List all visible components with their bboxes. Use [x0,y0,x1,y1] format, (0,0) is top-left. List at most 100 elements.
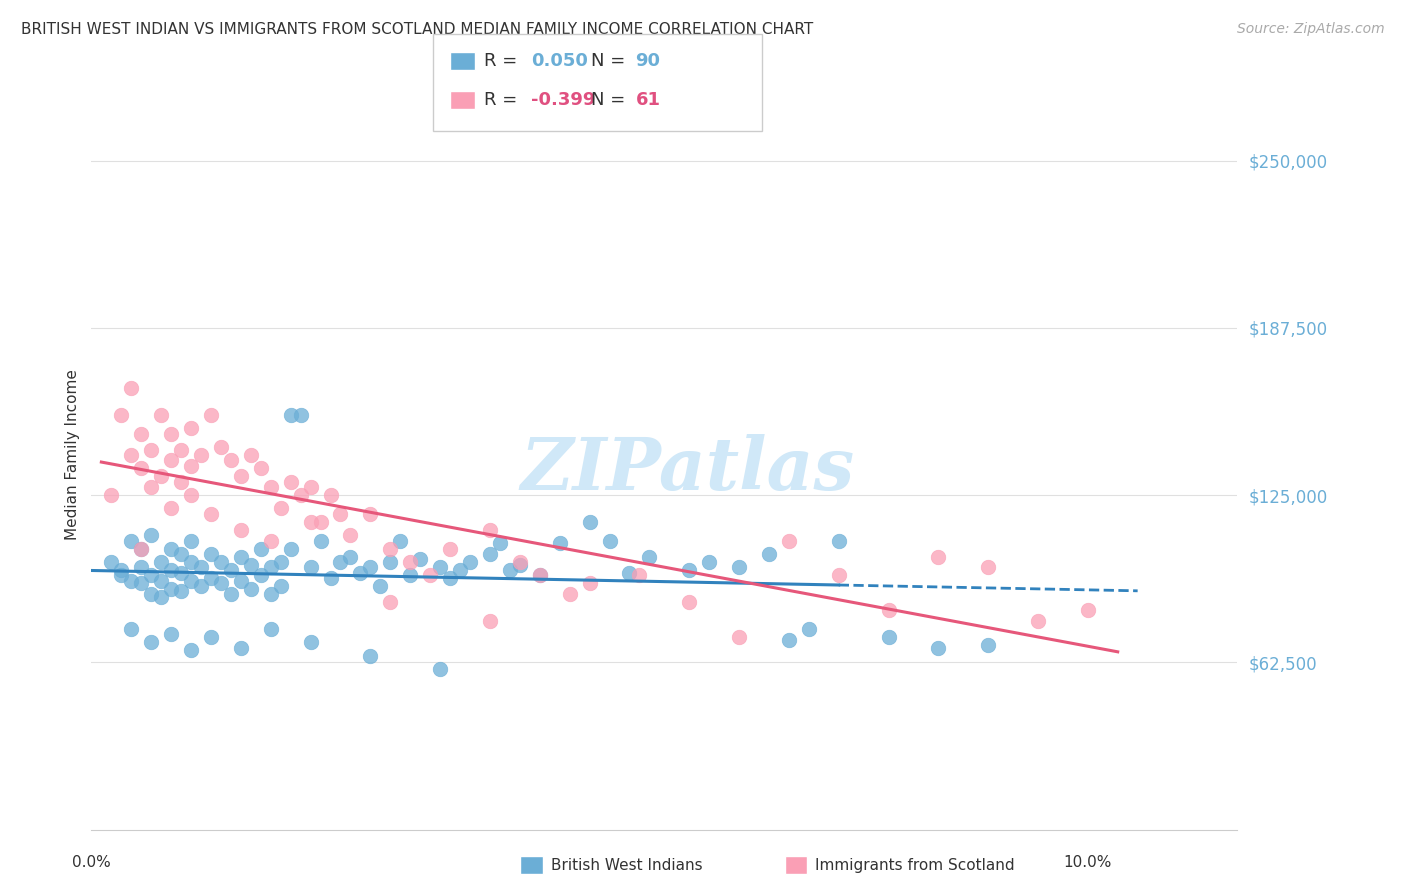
Point [150,469,173,483]
Point [249,568,271,582]
Point [160,426,183,441]
Point [120,381,142,395]
Point [170,547,193,561]
Point [329,507,352,521]
Point [359,507,381,521]
Point [219,563,242,577]
Point [439,541,461,556]
Point [120,448,142,462]
Point [339,528,361,542]
Point [678,595,700,609]
Point [150,590,173,604]
Point [478,523,501,537]
Point [359,560,381,574]
Point [160,563,183,577]
Point [229,640,252,655]
Point [180,458,202,473]
Point [200,547,222,561]
Point [758,547,780,561]
Point [299,560,322,574]
Point [100,555,122,569]
Point [339,549,361,564]
Text: 0.050: 0.050 [531,52,588,70]
Point [380,541,402,556]
Point [160,453,183,467]
Point [249,541,271,556]
Point [219,587,242,601]
Point [129,541,152,556]
Point [170,442,193,457]
Point [229,469,252,483]
Point [170,584,193,599]
Point [797,622,820,636]
Point [638,549,661,564]
Text: 10.0%: 10.0% [1063,855,1112,870]
Point [229,549,252,564]
Point [239,448,262,462]
Text: ZIPatlas: ZIPatlas [520,434,855,506]
Point [409,552,432,566]
Point [628,568,651,582]
Point [429,560,451,574]
Point [778,632,800,647]
Point [260,560,283,574]
Point [200,408,222,422]
Point [548,536,571,550]
Point [419,568,441,582]
Text: Source: ZipAtlas.com: Source: ZipAtlas.com [1237,22,1385,37]
Point [478,547,501,561]
Point [877,630,900,644]
Point [319,488,342,502]
Point [260,533,283,548]
Point [509,558,531,572]
Point [260,587,283,601]
Point [141,480,163,494]
Point [129,560,152,574]
Text: Immigrants from Scotland: Immigrants from Scotland [815,858,1015,872]
Point [499,563,522,577]
Point [399,555,422,569]
Point [129,576,152,591]
Point [290,488,312,502]
Point [478,614,501,628]
Point [389,533,412,548]
Point [697,555,720,569]
Point [190,448,212,462]
Point [309,533,332,548]
Point [229,574,252,588]
Text: N =: N = [591,91,630,109]
Point [728,560,751,574]
Point [280,475,302,489]
Point [489,536,512,550]
Point [778,533,800,548]
Point [141,587,163,601]
Point [319,571,342,585]
Point [458,555,481,569]
Point [170,566,193,580]
Point [239,582,262,596]
Point [110,568,132,582]
Point [160,541,183,556]
Point [599,533,621,548]
Point [927,640,949,655]
Point [200,507,222,521]
Text: 61: 61 [636,91,661,109]
Point [828,533,851,548]
Point [120,533,142,548]
Point [160,627,183,641]
Point [280,541,302,556]
Text: N =: N = [591,52,630,70]
Point [359,648,381,663]
Point [219,453,242,467]
Point [1026,614,1049,628]
Point [260,480,283,494]
Point [529,568,551,582]
Point [170,475,193,489]
Point [678,563,700,577]
Point [150,555,173,569]
Point [150,408,173,422]
Point [977,560,1000,574]
Point [558,587,581,601]
Text: R =: R = [484,52,523,70]
Point [209,576,232,591]
